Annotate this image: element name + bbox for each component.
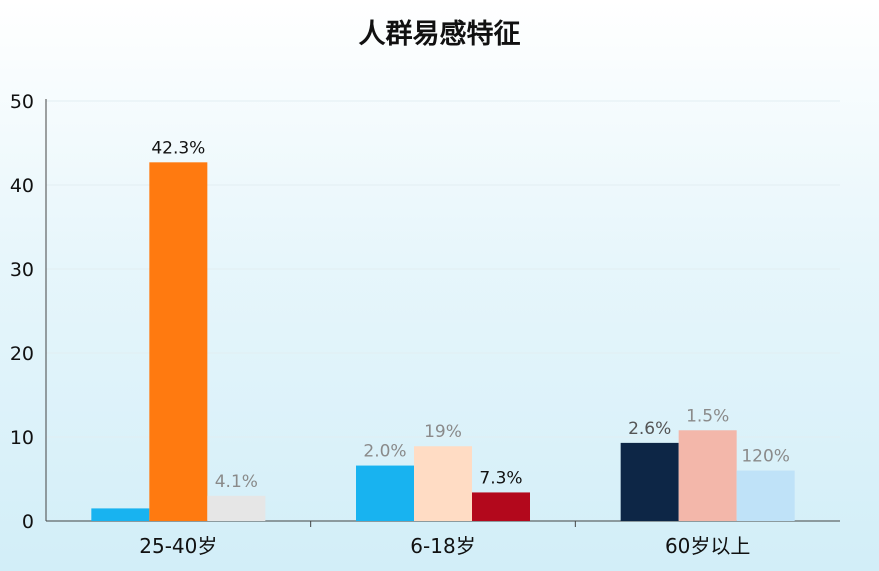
- bar-value-label: 120%: [741, 447, 790, 467]
- y-tick-label: 10: [10, 427, 34, 449]
- y-tick-label: 20: [10, 343, 34, 365]
- bar: [414, 446, 472, 521]
- y-tick-label: 30: [10, 259, 34, 281]
- y-tick-label: 40: [10, 175, 34, 197]
- chart-title: 人群易感特征: [358, 19, 521, 50]
- bar-value-label: 42.3%: [151, 138, 205, 158]
- bar: [736, 470, 795, 521]
- bar: [678, 430, 737, 521]
- x-category-label: 25-40岁: [139, 534, 217, 558]
- x-category-label: 60岁以上: [665, 534, 750, 558]
- bar: [207, 495, 266, 521]
- bar-value-label: 19%: [424, 422, 462, 442]
- bar: [149, 162, 208, 521]
- bar: [356, 465, 414, 521]
- bar: [472, 492, 530, 521]
- bar-value-label: 4.1%: [215, 472, 258, 492]
- bar: [91, 508, 150, 521]
- bar: [620, 442, 679, 521]
- bar-value-label: 7.3%: [479, 468, 522, 488]
- x-category-label: 6-18岁: [410, 534, 475, 558]
- bar-value-label: 1.5%: [686, 406, 729, 426]
- bar-value-label: 2.0%: [363, 442, 406, 462]
- y-tick-label: 50: [10, 91, 34, 113]
- bar-value-label: 2.6%: [628, 419, 671, 439]
- y-tick-label: 0: [22, 511, 34, 533]
